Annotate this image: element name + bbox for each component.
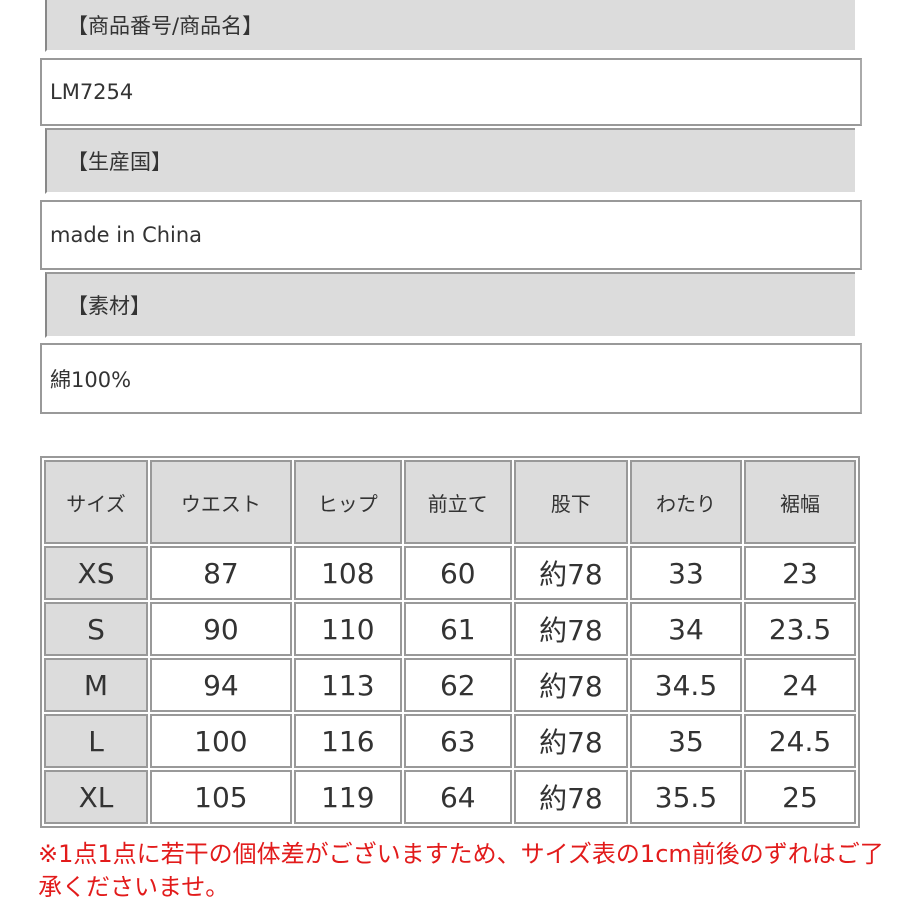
size-table: サイズ ウエスト ヒップ 前立て 股下 わたり 裾幅 XS 87 108 60 約78 33 23 S 90 1… — [40, 456, 860, 828]
measurement-cell: 約78 — [513, 602, 628, 656]
measurement-cell: 60 — [403, 546, 512, 600]
column-header: 前立て — [403, 460, 512, 544]
measurement-cell: 64 — [403, 770, 512, 824]
measurement-cell: 34.5 — [629, 658, 742, 712]
measurement-cell: 94 — [150, 658, 292, 712]
measurement-cell: 約78 — [513, 546, 628, 600]
measurement-cell: 62 — [403, 658, 512, 712]
size-cell: M — [44, 658, 148, 712]
measurement-cell: 35.5 — [629, 770, 742, 824]
size-cell: L — [44, 714, 148, 768]
material-value: 綿100% — [40, 343, 862, 414]
measurement-cell: 110 — [293, 602, 402, 656]
measurement-cell: 108 — [293, 546, 402, 600]
measurement-cell: 約78 — [513, 658, 628, 712]
measurement-cell: 61 — [403, 602, 512, 656]
measurement-cell: 約78 — [513, 770, 628, 824]
column-header: ヒップ — [293, 460, 402, 544]
measurement-cell: 25 — [743, 770, 856, 824]
measurement-cell: 87 — [150, 546, 292, 600]
table-row: M 94 113 62 約78 34.5 24 — [44, 658, 856, 712]
measurement-cell: 23.5 — [743, 602, 856, 656]
material-label: 【素材】 — [45, 272, 855, 338]
country-label: 【生産国】 — [45, 128, 855, 194]
size-cell: S — [44, 602, 148, 656]
measurement-cell: 119 — [293, 770, 402, 824]
column-header: 裾幅 — [743, 460, 856, 544]
measurement-cell: 35 — [629, 714, 742, 768]
size-cell: XL — [44, 770, 148, 824]
measurement-cell: 116 — [293, 714, 402, 768]
measurement-cell: 113 — [293, 658, 402, 712]
column-header: サイズ — [44, 460, 148, 544]
measurement-cell: 100 — [150, 714, 292, 768]
table-header-row: サイズ ウエスト ヒップ 前立て 股下 わたり 裾幅 — [44, 460, 856, 544]
measurement-cell: 105 — [150, 770, 292, 824]
column-header: ウエスト — [150, 460, 292, 544]
measurement-cell: 24.5 — [743, 714, 856, 768]
country-value: made in China — [40, 200, 862, 270]
product-number-value: LM7254 — [40, 58, 862, 126]
measurement-cell: 約78 — [513, 714, 628, 768]
measurement-cell: 23 — [743, 546, 856, 600]
table-row: XL 105 119 64 約78 35.5 25 — [44, 770, 856, 824]
product-number-label: 【商品番号/商品名】 — [45, 0, 855, 52]
measurement-cell: 90 — [150, 602, 292, 656]
measurement-cell: 33 — [629, 546, 742, 600]
measurement-cell: 34 — [629, 602, 742, 656]
table-row: L 100 116 63 約78 35 24.5 — [44, 714, 856, 768]
table-row: XS 87 108 60 約78 33 23 — [44, 546, 856, 600]
table-row: S 90 110 61 約78 34 23.5 — [44, 602, 856, 656]
column-header: わたり — [629, 460, 742, 544]
size-cell: XS — [44, 546, 148, 600]
measurement-cell: 63 — [403, 714, 512, 768]
measurement-cell: 24 — [743, 658, 856, 712]
size-note: ※1点1点に若干の個体差がございますため、サイズ表の1cm前後のずれはご了承くだ… — [38, 840, 884, 901]
column-header: 股下 — [513, 460, 628, 544]
